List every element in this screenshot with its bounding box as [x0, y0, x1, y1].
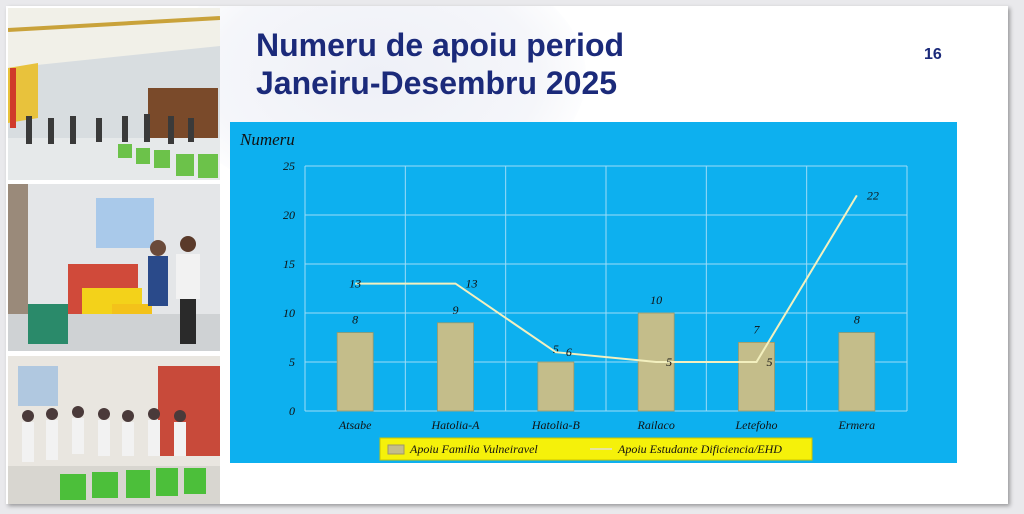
- line-data-label: 13: [349, 277, 361, 291]
- chart-legend: Apoiu Familia Vulneiravel Apoiu Estudante…: [379, 437, 813, 461]
- line-data-label: 5: [666, 355, 672, 369]
- line-series: [355, 194, 858, 363]
- title-line-1: Numeru de apoiu period: [256, 27, 625, 63]
- y-tick-label: 0: [289, 404, 295, 418]
- x-tick-label: Railaco: [637, 418, 675, 432]
- group-recipients-photo: [8, 356, 220, 504]
- bar-series: [336, 312, 876, 412]
- bar: [336, 332, 374, 412]
- chart-panel: Numeru 0 5 10 15 20 25 8 9 5 10 7 8 13 13 6 5 5 22 Atsa…: [230, 122, 957, 463]
- legend-swatch-bar: [387, 444, 405, 455]
- line-data-label: 13: [466, 277, 478, 291]
- y-tick-label: 5: [289, 355, 295, 369]
- x-tick-labels: Atsabe Hatolia-A Hatolia-B Railaco Letefoho E…: [338, 418, 875, 432]
- x-tick-label: Letefoho: [735, 418, 778, 432]
- x-tick-label: Hatolia-A: [431, 418, 481, 432]
- y-axis-label: Numeru: [239, 130, 295, 149]
- bar-data-labels: 8 9 5 10 7 8: [352, 293, 860, 356]
- title-line-2: Janeiru-Desembru 2025: [256, 65, 618, 101]
- line-data-label: 6: [566, 345, 572, 359]
- line-data-label: 22: [867, 188, 879, 202]
- legend-label-bar: Apoiu Familia Vulneiravel: [409, 442, 538, 456]
- x-tick-label: Ermera: [837, 418, 875, 432]
- bar: [537, 361, 575, 412]
- y-tick-label: 25: [283, 159, 295, 173]
- bar: [838, 332, 876, 412]
- bar: [437, 322, 474, 412]
- line-data-label: 5: [767, 355, 773, 369]
- y-tick-label: 20: [283, 208, 295, 222]
- y-tick-labels: 0 5 10 15 20 25: [283, 159, 295, 418]
- slide-number: 16: [924, 46, 942, 63]
- bar-data-label: 7: [754, 322, 761, 336]
- bar-data-label: 9: [453, 303, 459, 317]
- y-tick-label: 10: [283, 306, 295, 320]
- slide: Numeru de apoiu period Janeiru-Desembru …: [6, 6, 1008, 504]
- bar-data-label: 5: [553, 342, 559, 356]
- legend-label-line: Apoiu Estudante Dificiencia/EHD: [617, 442, 782, 456]
- bar-data-label: 8: [352, 313, 358, 327]
- chart-grid: [304, 165, 908, 412]
- bar-data-label: 8: [854, 313, 860, 327]
- slide-title: Numeru de apoiu period Janeiru-Desembru …: [256, 26, 816, 102]
- bar-data-label: 10: [650, 293, 662, 307]
- x-tick-label: Atsabe: [338, 418, 372, 432]
- x-tick-label: Hatolia-B: [531, 418, 581, 432]
- y-tick-label: 15: [283, 257, 295, 271]
- aid-distribution-photo: [8, 184, 220, 351]
- bar: [738, 341, 775, 412]
- community-hall-photo: [8, 8, 220, 180]
